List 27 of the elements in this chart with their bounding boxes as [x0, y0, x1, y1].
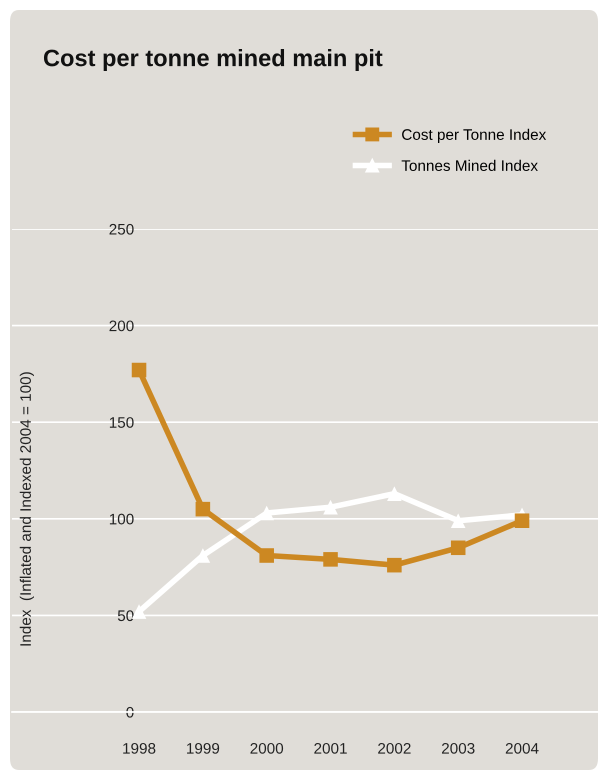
legend-label: Cost per Tonne Index — [402, 128, 546, 143]
y-tick-label: 50 — [118, 610, 134, 622]
y-tick-label: 150 — [110, 417, 134, 428]
point — [323, 552, 338, 567]
x-tick-label: 1998 — [123, 742, 156, 754]
x-tick-label: 2004 — [506, 742, 539, 754]
y-tick-label: 200 — [110, 320, 134, 332]
x-tick-label: 2000 — [250, 742, 284, 754]
point — [132, 362, 146, 378]
point — [387, 486, 402, 501]
y-tick-label: 250 — [110, 224, 134, 235]
x-tick-label: 2001 — [314, 742, 347, 754]
chart-title: Cost per tonne mined main pit — [44, 48, 382, 72]
point — [450, 513, 466, 528]
point — [259, 548, 274, 563]
point — [196, 502, 210, 516]
x-tick-label: 2003 — [442, 742, 475, 754]
y-axis-title: Index (Inflated and Indexed 2004 = 100) — [20, 372, 34, 646]
x-tick-label: 1999 — [187, 742, 220, 754]
y-tick-label: 100 — [110, 514, 134, 524]
point — [450, 540, 466, 556]
x-tick-label: 2002 — [378, 742, 411, 754]
point — [259, 506, 274, 520]
point — [323, 500, 338, 514]
point — [514, 513, 530, 528]
legend-label: Tonnes Mined Index — [402, 160, 538, 172]
point — [387, 558, 402, 572]
